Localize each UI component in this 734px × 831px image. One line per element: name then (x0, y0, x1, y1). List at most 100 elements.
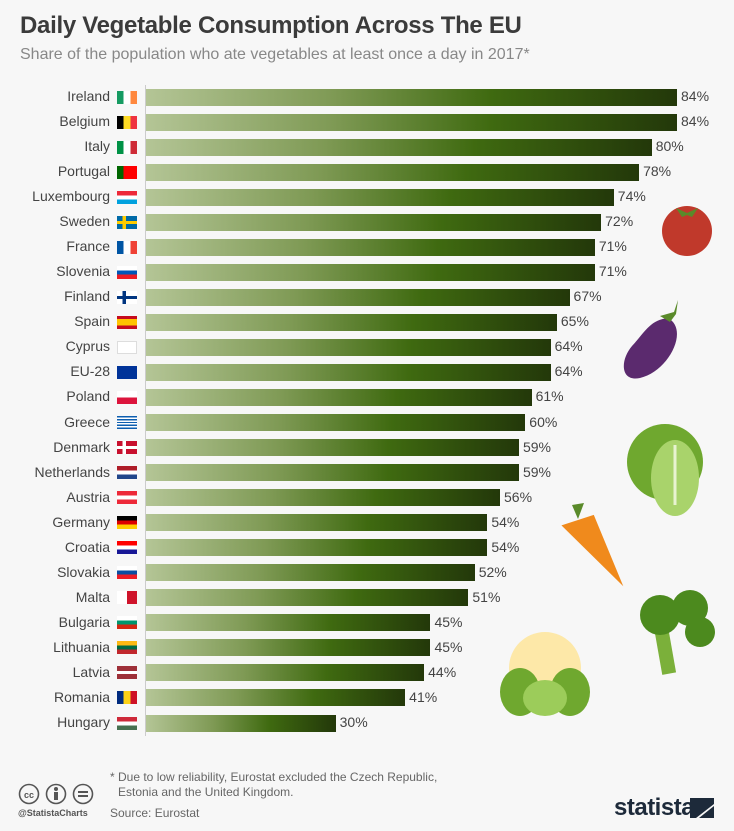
creative-commons-icon: cc (18, 783, 40, 805)
footnote-line: Estonia and the United Kingdom. (118, 785, 294, 799)
value-label: 41% (409, 688, 438, 705)
license-icons: cc (18, 783, 96, 810)
flag-icon (117, 240, 137, 254)
value-label: 59% (522, 438, 551, 455)
bar (146, 363, 551, 381)
bar (146, 664, 425, 682)
bar (146, 263, 595, 281)
category-label: France (66, 238, 110, 255)
bar (146, 188, 614, 206)
bar (146, 489, 500, 507)
flag-icon (117, 566, 137, 580)
category-label: Spain (74, 313, 110, 330)
category-label: Sweden (59, 213, 110, 230)
statista-logo[interactable]: statista (614, 794, 695, 821)
value-label: 30% (339, 714, 368, 730)
flag-icon (117, 666, 137, 680)
flag-icon (117, 466, 137, 480)
value-label: 72% (605, 213, 634, 230)
lettuce-icon (627, 424, 703, 516)
flag-icon (117, 190, 137, 204)
category-label: Hungary (57, 714, 110, 730)
category-label: Croatia (64, 538, 110, 555)
axis-line (145, 85, 146, 736)
bar (146, 313, 557, 331)
value-label: 51% (472, 588, 501, 605)
flag-icon (117, 416, 137, 430)
attribution-icon (45, 783, 67, 805)
no-derivatives-icon (72, 783, 94, 805)
category-label: EU-28 (70, 363, 110, 380)
bar (146, 213, 602, 231)
flag-icon (117, 441, 137, 455)
flag-icon (117, 365, 137, 379)
value-label: 54% (491, 538, 520, 555)
value-label: 45% (434, 613, 463, 630)
tomato-icon (662, 206, 712, 256)
flag-icon (117, 541, 137, 555)
category-label: Germany (52, 513, 110, 530)
category-label: Finland (64, 288, 110, 305)
flag-icon (117, 340, 137, 354)
category-label: Luxembourg (32, 188, 110, 205)
value-label: 65% (560, 313, 589, 330)
value-label: 84% (681, 88, 710, 104)
value-label: 84% (681, 113, 710, 130)
twitter-handle[interactable]: @StatistaCharts (18, 808, 88, 818)
flag-icon (117, 115, 137, 129)
bar (146, 113, 677, 131)
carrot-icon (561, 503, 624, 587)
category-label: Lithuania (53, 638, 110, 655)
bar (146, 388, 532, 406)
category-label: Portugal (57, 163, 110, 180)
category-label: Italy (84, 138, 110, 155)
value-label: 45% (434, 638, 463, 655)
flag-icon (117, 215, 137, 229)
value-label: 71% (598, 238, 627, 255)
bar (146, 338, 551, 356)
flag-icon (117, 390, 137, 404)
value-label: 56% (504, 488, 533, 505)
bar (146, 464, 519, 482)
flag-icon (117, 265, 137, 279)
value-label: 61% (535, 388, 564, 405)
value-label: 44% (428, 663, 457, 680)
eggplant-icon (623, 300, 678, 379)
bar (146, 689, 406, 707)
flag-icon (117, 140, 137, 154)
value-label: 78% (643, 163, 672, 180)
bar (146, 539, 488, 557)
bar-chart: Ireland 84% Belgium 84% Italy 80% Portugal 78% L… (32, 85, 710, 736)
category-label: Slovakia (57, 563, 110, 580)
svg-text:cc: cc (24, 790, 34, 800)
flag-icon (117, 691, 137, 705)
chart-title: Daily Vegetable Consumption Across The E… (20, 12, 522, 39)
chart-subtitle: Share of the population who ate vegetabl… (20, 46, 530, 63)
value-label: 64% (554, 338, 583, 355)
flag-icon (117, 165, 137, 179)
bar (146, 514, 488, 532)
cauliflower-icon (500, 632, 590, 716)
footnote: * Due to low reliability, Eurostat exclu… (110, 770, 437, 800)
broccoli-icon (640, 590, 715, 675)
flag-icon (117, 641, 137, 655)
category-label: Latvia (72, 663, 110, 680)
flag-icon (117, 716, 137, 730)
flag-icon (117, 591, 137, 605)
flag-icon (117, 90, 137, 104)
bar (146, 589, 469, 607)
value-label: 67% (573, 288, 602, 305)
value-label: 54% (491, 513, 520, 530)
flag-icon (117, 616, 137, 630)
bar (146, 714, 336, 732)
category-label: Austria (66, 488, 110, 505)
category-label: Ireland (67, 88, 110, 104)
bar (146, 439, 519, 457)
bar (146, 288, 570, 306)
value-label: 59% (522, 463, 551, 480)
bar (146, 414, 526, 432)
category-label: Greece (64, 413, 110, 430)
bar (146, 614, 431, 632)
category-label: Poland (66, 388, 110, 405)
category-label: Bulgaria (58, 613, 110, 630)
